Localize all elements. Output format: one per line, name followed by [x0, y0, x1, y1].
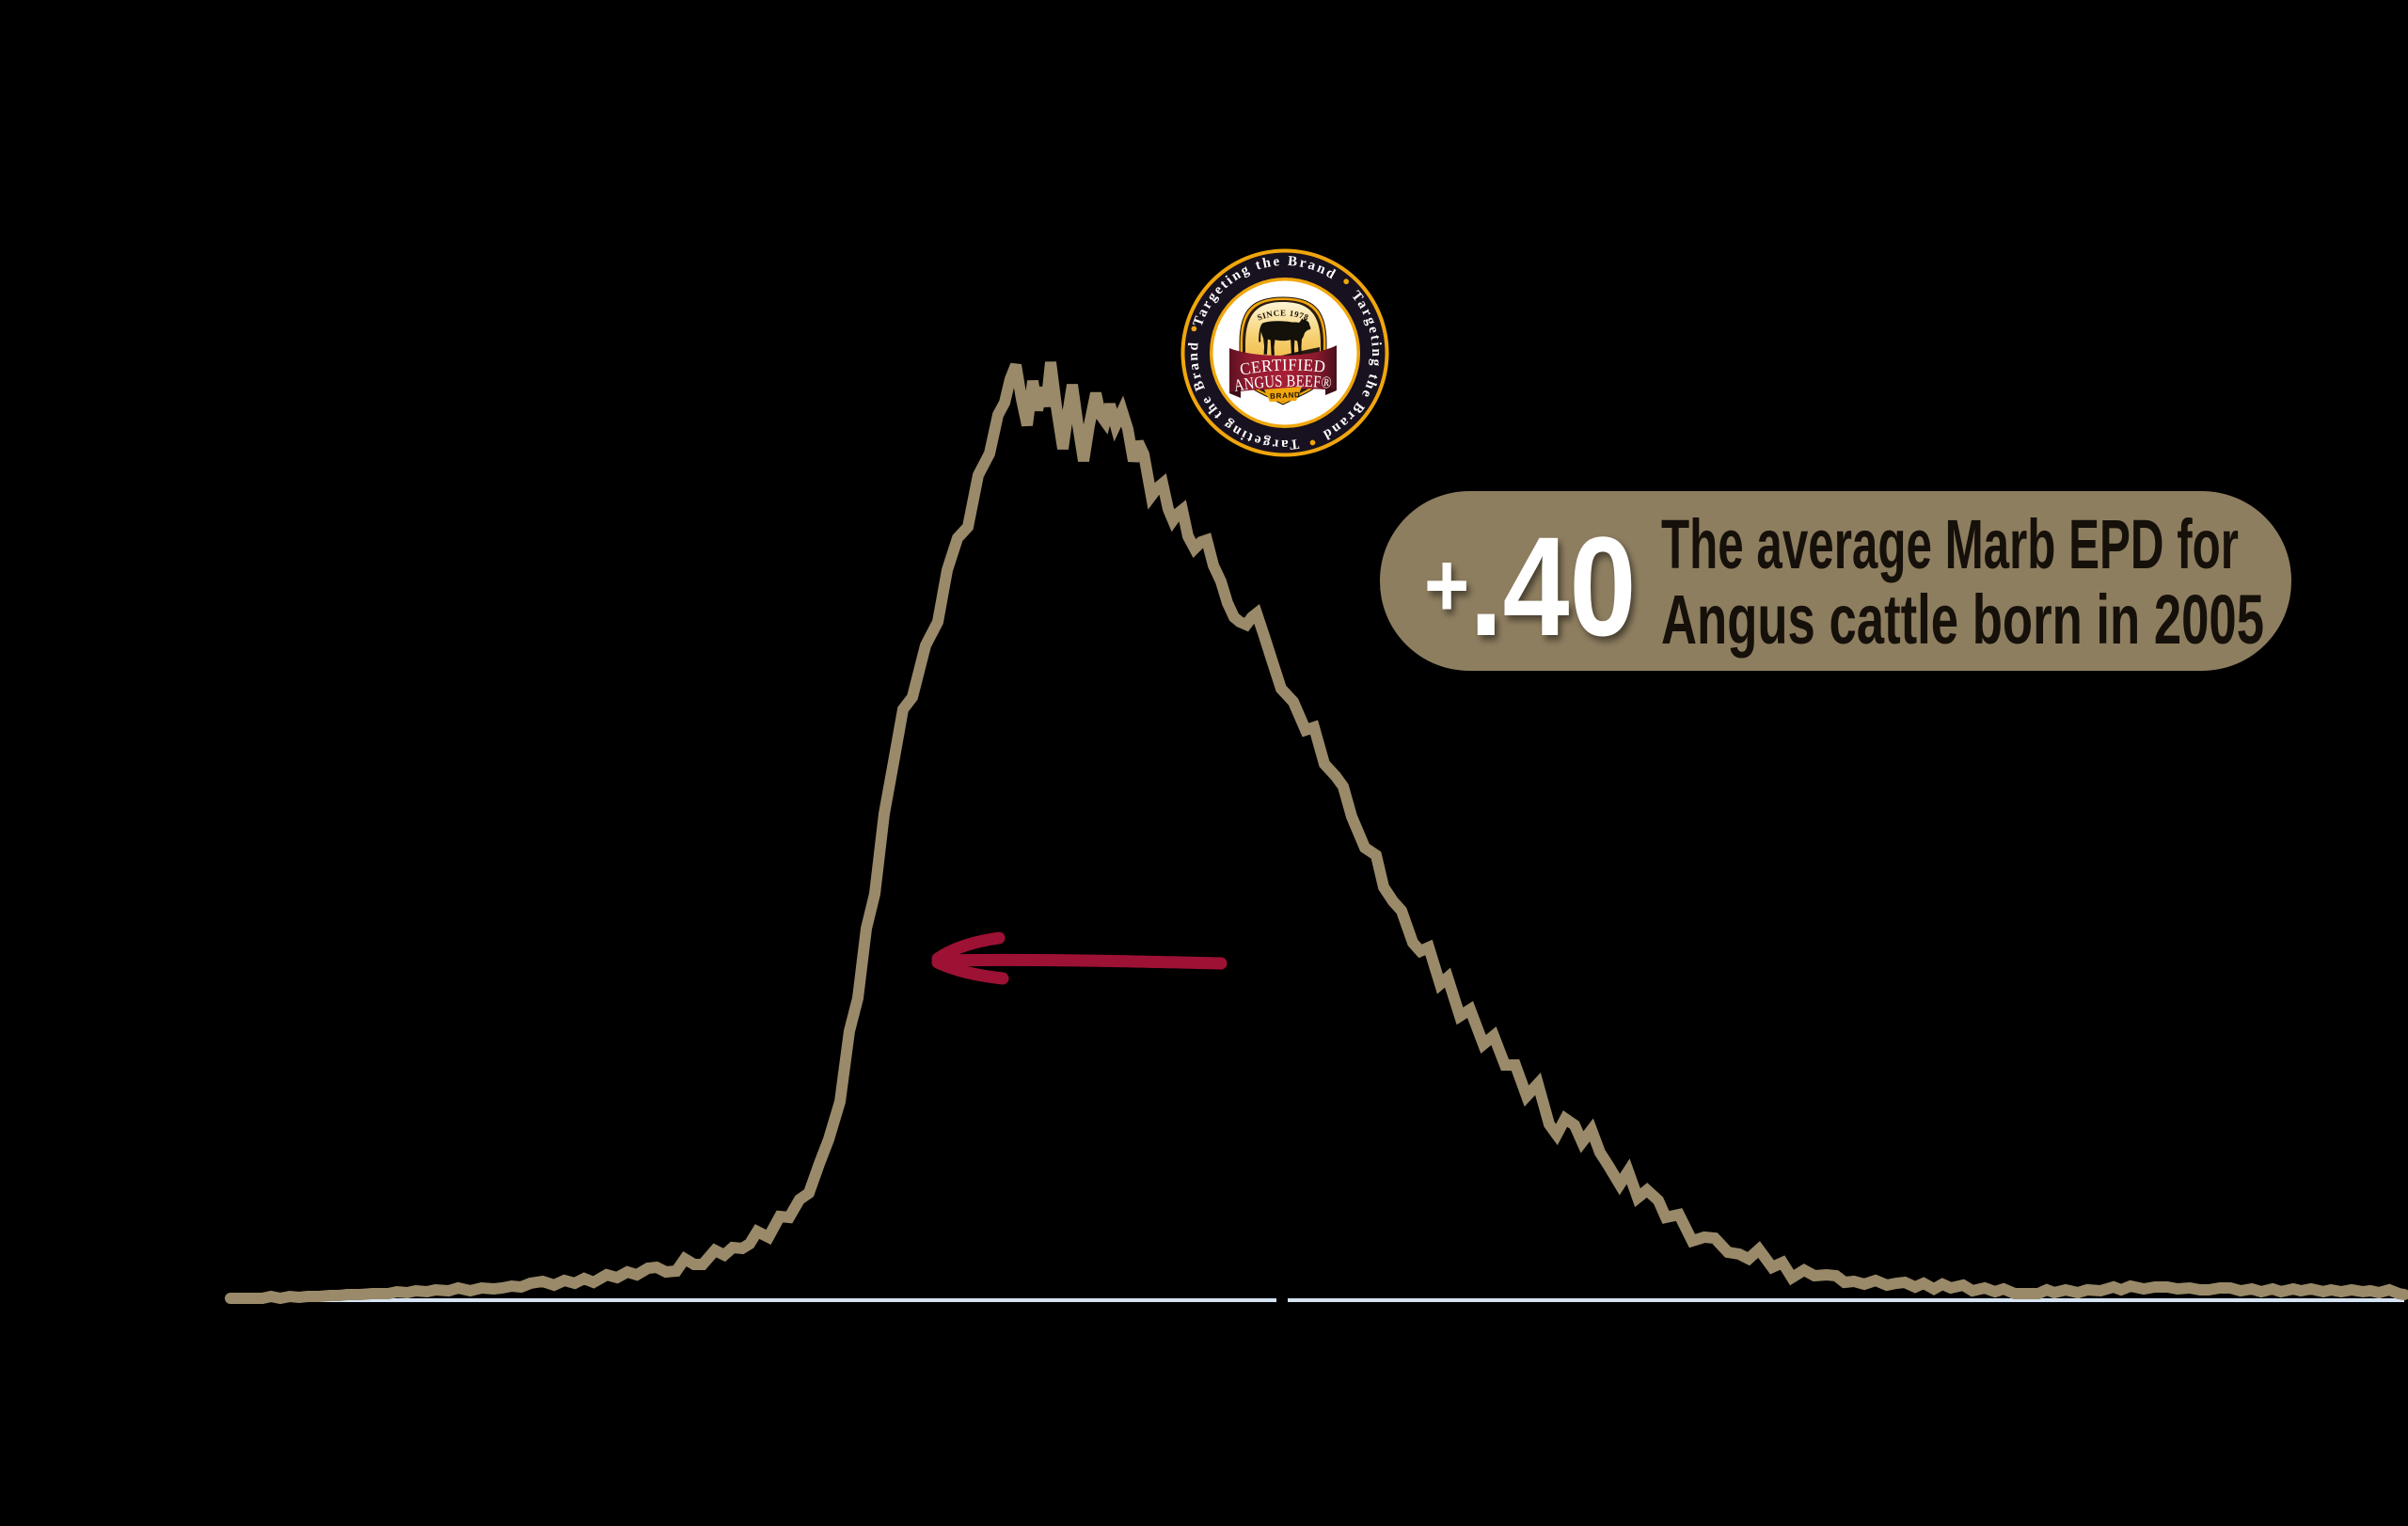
svg-text:SINCE 1978: SINCE 1978 — [1256, 308, 1310, 322]
svg-text:Angus cattle born in 2005: Angus cattle born in 2005 — [1661, 580, 2264, 659]
svg-text:BRAND: BRAND — [1270, 390, 1301, 401]
svg-text:+.40: +.40 — [1424, 508, 1636, 665]
svg-text:The average Marb EPD for: The average Marb EPD for — [1661, 505, 2239, 583]
